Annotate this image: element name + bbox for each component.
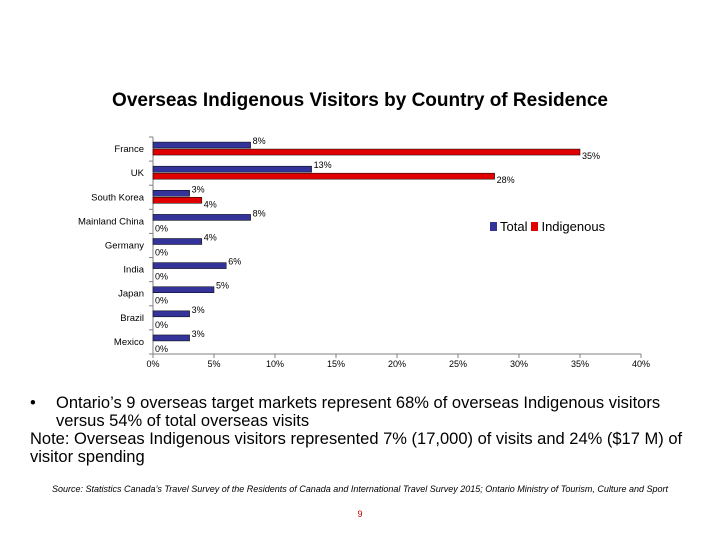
data-label-total: 3% (192, 329, 205, 339)
chart-legend: Total Indigenous (490, 219, 605, 234)
note-text: Note: Overseas Indigenous visitors repre… (30, 430, 683, 466)
data-label-total: 3% (192, 305, 205, 315)
category-label: Japan (118, 289, 144, 300)
category-label: UK (131, 168, 145, 179)
data-label-total: 13% (314, 160, 332, 170)
data-label-total: 3% (192, 184, 205, 194)
x-tick-label: 20% (388, 359, 406, 369)
bar-total (152, 141, 251, 149)
data-label-total: 8% (253, 208, 266, 218)
data-label-indigenous: 0% (155, 320, 168, 330)
category-label: Germany (105, 241, 144, 252)
x-tick-label: 15% (327, 359, 345, 369)
bar-indigenous (152, 148, 581, 156)
data-label-indigenous: 4% (204, 199, 217, 209)
data-label-total: 5% (216, 281, 229, 291)
bar-indigenous (152, 197, 203, 204)
category-label: France (114, 144, 144, 155)
data-label-indigenous: 0% (155, 344, 168, 354)
page-number: 9 (357, 509, 363, 519)
data-label-indigenous: 0% (155, 296, 168, 306)
bar-total (152, 190, 190, 197)
bar-indigenous (152, 172, 495, 180)
bullet-marker: • (30, 394, 36, 412)
bar-total (152, 334, 190, 342)
legend-item-total: Total (490, 219, 527, 234)
source-citation: Source: Statistics Canada’s Travel Surve… (52, 484, 668, 494)
data-label-total: 6% (228, 257, 241, 267)
data-label-total: 8% (253, 136, 266, 146)
bar-total (152, 286, 215, 293)
bar-total (152, 262, 227, 269)
data-label-indigenous: 0% (155, 248, 168, 258)
page-title: Overseas Indigenous Visitors by Country … (112, 90, 608, 111)
x-tick-label: 25% (449, 359, 467, 369)
bar-total (152, 238, 203, 245)
legend-label-total: Total (500, 219, 528, 234)
legend-swatch-total (490, 222, 497, 231)
data-label-indigenous: 0% (155, 223, 168, 233)
bullet-item: • Ontario’s 9 overseas target markets re… (30, 394, 700, 430)
x-tick-label: 40% (632, 359, 650, 369)
bar-total (152, 310, 190, 318)
x-tick-label: 10% (266, 359, 284, 369)
data-label-indigenous: 0% (155, 272, 168, 282)
legend-swatch-indigenous (531, 222, 539, 231)
data-label-total: 4% (204, 233, 217, 243)
data-label-indigenous: 28% (497, 175, 515, 185)
category-label: Brazil (120, 313, 144, 324)
category-label: India (123, 265, 144, 276)
bullet-text: Ontario’s 9 overseas target markets repr… (56, 394, 661, 430)
category-label: Mexico (114, 337, 144, 348)
x-tick-label: 30% (510, 359, 528, 369)
bar-chart: 0% 5% 10% 15% 20% 25% 30% 35% 40% France 8% 35% UK 13… (78, 136, 650, 369)
data-label-indigenous: 35% (582, 151, 600, 161)
category-label: Mainland China (78, 216, 145, 227)
legend-item-indigenous: Indigenous (531, 219, 605, 234)
bar-total (152, 165, 312, 173)
legend-label-indigenous: Indigenous (541, 219, 606, 234)
bullet-list: • Ontario’s 9 overseas target markets re… (30, 394, 700, 466)
bar-total (152, 214, 251, 221)
x-tick-label: 0% (146, 359, 159, 369)
x-tick-label: 5% (207, 359, 220, 369)
x-tick-label: 35% (571, 359, 589, 369)
category-label: South Korea (91, 192, 145, 203)
